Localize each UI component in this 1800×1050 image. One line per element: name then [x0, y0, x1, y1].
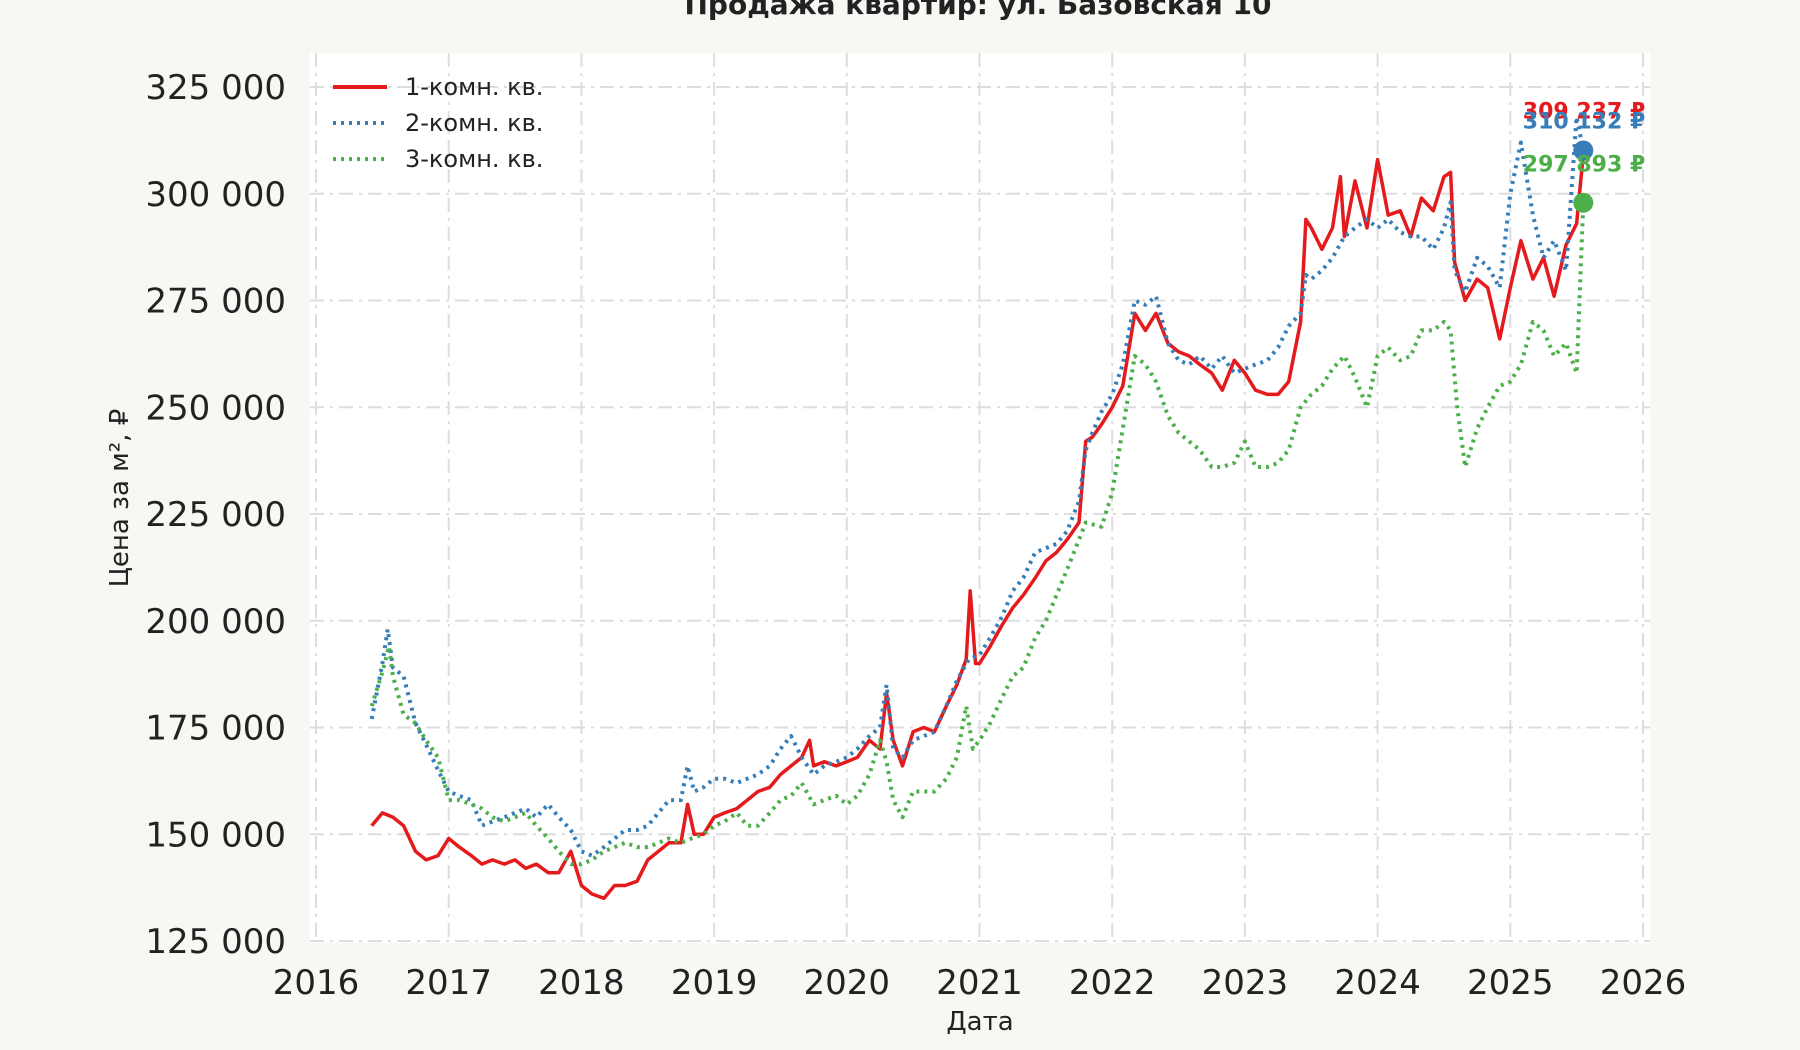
axis-ticks: 2016 2017 2018 2019 2020 2021 2022 2023 2024 2025… — [145, 68, 1686, 1003]
y-tick-label: 125 000 — [145, 922, 286, 962]
y-tick-label: 275 000 — [145, 282, 286, 322]
y-tick-label: 150 000 — [145, 815, 286, 855]
y-tick-label: 250 000 — [145, 388, 286, 428]
annotations: 309 237 ₽310 132 ₽ 297 893 ₽ — [1523, 99, 1645, 213]
last-value-label-1: 309 237 ₽ — [1523, 99, 1645, 124]
x-axis-label: Дата — [946, 1007, 1013, 1037]
y-tick-label: 175 000 — [145, 709, 286, 749]
x-tick-label: 2026 — [1600, 963, 1687, 1003]
y-tick-label: 225 000 — [145, 495, 286, 535]
x-tick-label: 2022 — [1069, 963, 1156, 1003]
x-tick-label: 2024 — [1334, 963, 1421, 1003]
chart-title: Продажа квартир: ул. Базовская 10 — [684, 0, 1271, 21]
x-tick-label: 2019 — [671, 963, 758, 1003]
series-line-3 — [369, 202, 1586, 867]
legend-label-1: 1-комн. кв. — [405, 73, 543, 101]
last-value-dot-3 — [1573, 192, 1594, 213]
x-tick-label: 2025 — [1467, 963, 1554, 1003]
x-tick-label: 2021 — [936, 963, 1023, 1003]
y-tick-label: 325 000 — [145, 68, 286, 108]
y-tick-label: 300 000 — [145, 175, 286, 215]
y-axis-label: Цена за м², ₽ — [105, 409, 135, 588]
legend-label-2: 2-комн. кв. — [405, 109, 543, 137]
x-tick-label: 2018 — [538, 963, 625, 1003]
last-value-label-2: 310 132 ₽ — [1523, 109, 1645, 134]
series-lines — [369, 114, 1586, 901]
series-line-2 — [369, 114, 1586, 858]
last-value-dot-2 — [1573, 140, 1594, 161]
x-tick-label: 2016 — [273, 963, 360, 1003]
x-tick-label: 2023 — [1202, 963, 1289, 1003]
series-line-1 — [370, 154, 1586, 901]
x-tick-label: 2017 — [405, 963, 492, 1003]
x-tick-label: 2020 — [804, 963, 891, 1003]
grid — [310, 53, 1650, 943]
y-tick-label: 200 000 — [145, 602, 286, 642]
legend: 1-комн. кв. 2-комн. кв. 3-комн. кв. — [333, 73, 543, 173]
legend-label-3: 3-комн. кв. — [405, 145, 543, 173]
last-value-label-3: 297 893 ₽ — [1523, 153, 1645, 178]
